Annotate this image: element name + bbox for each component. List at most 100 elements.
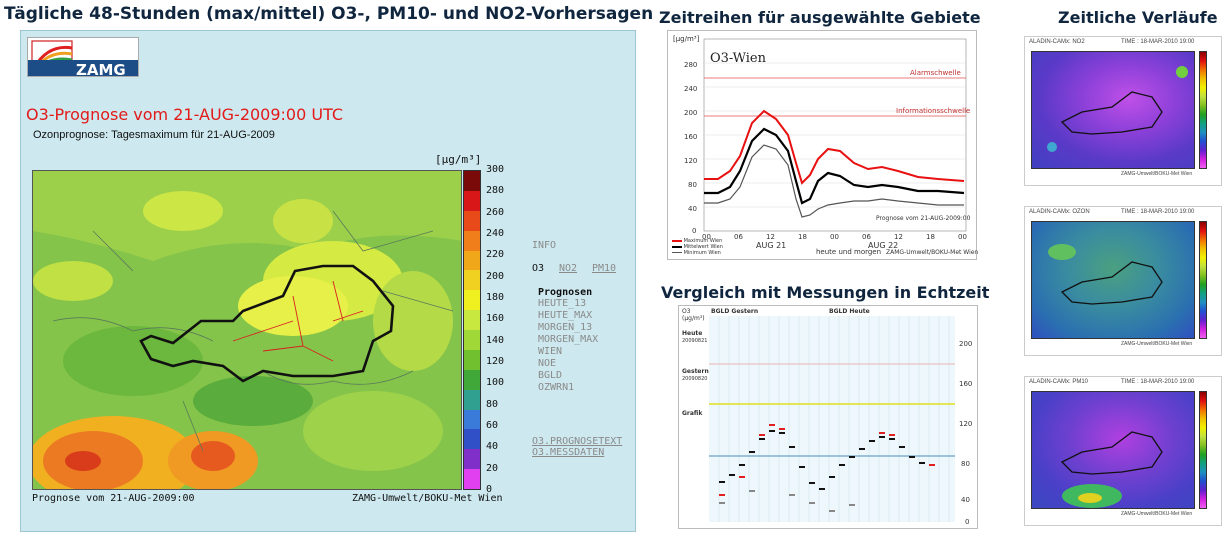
- colorbar-segment: [464, 469, 480, 490]
- nav-messdaten-link[interactable]: O3.MESSDATEN: [532, 447, 605, 458]
- colorbar-segment: [464, 230, 480, 251]
- ozone-colorbar: [1199, 221, 1207, 339]
- panel-time: TIME : 18-MAR-2010 19:00: [1121, 209, 1195, 215]
- panel-footer: ZAMG-Umwelt/BOKU-Met Wien: [1121, 511, 1193, 517]
- temporal-heading: Zeitliche Verläufe: [1058, 8, 1218, 27]
- y-tick: 120: [684, 157, 698, 165]
- zamg-logo[interactable]: ZAMG: [27, 37, 139, 77]
- panel-time: TIME : 18-MAR-2010 19:00: [1121, 39, 1195, 45]
- colorbar-segment: [464, 190, 480, 211]
- comparison-row-label: 20090820: [682, 376, 708, 382]
- nav-o3-link[interactable]: O3: [532, 263, 545, 274]
- x-tick: 00: [958, 233, 967, 241]
- colorbar-tick: 180: [486, 292, 505, 303]
- colorbar-tick: 60: [486, 420, 499, 431]
- colorbar-segment: [464, 330, 480, 350]
- y-tick: 80: [688, 181, 697, 189]
- pm10-colorbar: [1199, 391, 1207, 509]
- panel-footer: ZAMG-Umwelt/BOKU-Met Wien: [1121, 171, 1193, 177]
- colorbar-tick: 0: [486, 484, 493, 495]
- colorbar-unit: [µg/m³]: [435, 153, 482, 166]
- comparison-y-tick: 200: [959, 340, 973, 348]
- colorbar-tick: 140: [486, 334, 505, 346]
- colorbar-segment: [464, 171, 480, 191]
- forecast-panel: ZAMG O3-Prognose vom 21-AUG-2009:00 UTC …: [20, 30, 636, 532]
- colorbar-segment: [464, 210, 480, 231]
- logo-text: ZAMG: [76, 61, 126, 77]
- no2-colorbar: [1199, 51, 1207, 169]
- y-tick: 200: [684, 109, 698, 117]
- comparison-y-tick: 0: [965, 518, 970, 526]
- colorbar-tick: 120: [486, 356, 505, 367]
- no2-map-panel[interactable]: ALADIN-CAMx: NO2 TIME : 18-MAR-2010 19:0…: [1024, 36, 1222, 186]
- x-tick: 00: [830, 233, 839, 241]
- ozone-map-panel[interactable]: ALADIN-CAMx: OZON TIME : 18-MAR-2010 19:…: [1024, 206, 1222, 356]
- nav-no2-link[interactable]: NO2: [559, 263, 578, 274]
- y-tick: 40: [688, 205, 697, 213]
- colorbar-segment: [464, 270, 480, 291]
- nav-pm10-link[interactable]: PM10: [592, 263, 617, 274]
- prognose-note: Prognose vom 21-AUG-2009:00: [876, 215, 971, 222]
- nav-prognose-item[interactable]: BGLD: [538, 370, 563, 381]
- colorbar-segment: [464, 429, 480, 450]
- timeseries-label: O3-Wien: [710, 51, 766, 66]
- nav-prognose-item[interactable]: MORGEN_13: [538, 322, 593, 333]
- nav-prognose-item[interactable]: NOE: [538, 358, 557, 369]
- day-label: AUG 22: [868, 241, 899, 250]
- panel-title: ALADIN-CAMx: NO2: [1029, 39, 1085, 45]
- colorbar-segment: [464, 310, 480, 331]
- x-tick: 00: [702, 233, 711, 241]
- x-tick: 06: [862, 233, 871, 241]
- threshold-lower-label: Informationsschwelle: [896, 107, 971, 115]
- forecast-footer-right: ZAMG-Umwelt/BOKU-Met Wien: [352, 493, 503, 504]
- colorbar-segment: [464, 369, 480, 390]
- colorbar-tick: 20: [486, 462, 499, 474]
- colorbar-tick: 160: [486, 313, 505, 325]
- ozone-map: [1031, 221, 1195, 339]
- colorbar-tick: 280: [486, 185, 505, 197]
- no2-map: [1031, 51, 1195, 169]
- panel-title: ALADIN-CAMx: PM10: [1029, 379, 1089, 385]
- nav-prognosetext-link[interactable]: O3.PROGNOSETEXT: [532, 436, 623, 447]
- colorbar-tick: 300: [486, 164, 505, 175]
- comparison-y-tick: 80: [961, 460, 970, 468]
- nav-prognose-item[interactable]: WIEN: [538, 346, 563, 357]
- timeseries-unit: [µg/m³]: [673, 35, 700, 43]
- nav-prognose-item[interactable]: MORGEN_MAX: [538, 334, 599, 345]
- colorbar-segment: [464, 389, 480, 410]
- panel-footer: ZAMG-Umwelt/BOKU-Met Wien: [1121, 341, 1193, 347]
- timeseries-footer: ZAMG-Umwelt/BOKU-Met Wien: [886, 249, 979, 256]
- x-tick: 18: [798, 233, 807, 241]
- colorbar-segment: [464, 250, 480, 271]
- x-tick: 12: [766, 233, 775, 241]
- nav-prognose-item[interactable]: HEUTE_MAX: [538, 310, 593, 321]
- legend-max: Maximum Wien: [672, 238, 722, 244]
- x-tick: 12: [894, 233, 903, 241]
- pm10-map-panel[interactable]: ALADIN-CAMx: PM10 TIME : 18-MAR-2010 19:…: [1024, 376, 1222, 526]
- x-tick: 06: [734, 233, 743, 241]
- colorbar-segment: [464, 409, 480, 430]
- y-tick: 240: [684, 85, 698, 93]
- forecast-subtitle: Ozonprognose: Tagesmaximum für 21-AUG-20…: [33, 129, 275, 141]
- colorbar-segment: [464, 449, 480, 470]
- timeseries-heading: Zeitreihen für ausgewählte Gebiete: [659, 8, 981, 27]
- nav-prognose-item[interactable]: OZWRN1: [538, 382, 575, 393]
- comparison-y-tick: 40: [961, 496, 970, 504]
- nav-prognosen-label: Prognosen: [538, 287, 593, 298]
- comparison-row-label: Grafik: [682, 410, 703, 417]
- comparison-row-label: Heute: [682, 330, 703, 337]
- y-tick: 280: [684, 61, 698, 69]
- colorbar-tick: 100: [486, 377, 505, 389]
- colorbar-tick: 240: [486, 228, 505, 239]
- colorbar-tick: 40: [486, 441, 499, 453]
- threshold-upper-label: Alarmschwelle: [910, 69, 961, 77]
- comparison-row-label: Gestern: [682, 368, 709, 375]
- legend-min: Minimum Wien: [672, 250, 721, 256]
- timeseries-chart: [µg/m³] O3-Wien Alarmschwelle Informatio…: [667, 30, 979, 260]
- nav-prognose-item[interactable]: HEUTE_13: [538, 298, 587, 309]
- colorbar-segment: [464, 290, 480, 311]
- main-heading: Tägliche 48-Stunden (max/mittel) O3-, PM…: [4, 4, 654, 24]
- colorbar-tick: 80: [486, 398, 499, 410]
- comparison-y-tick: 120: [959, 420, 973, 428]
- nav-info-link[interactable]: INFO: [532, 240, 557, 251]
